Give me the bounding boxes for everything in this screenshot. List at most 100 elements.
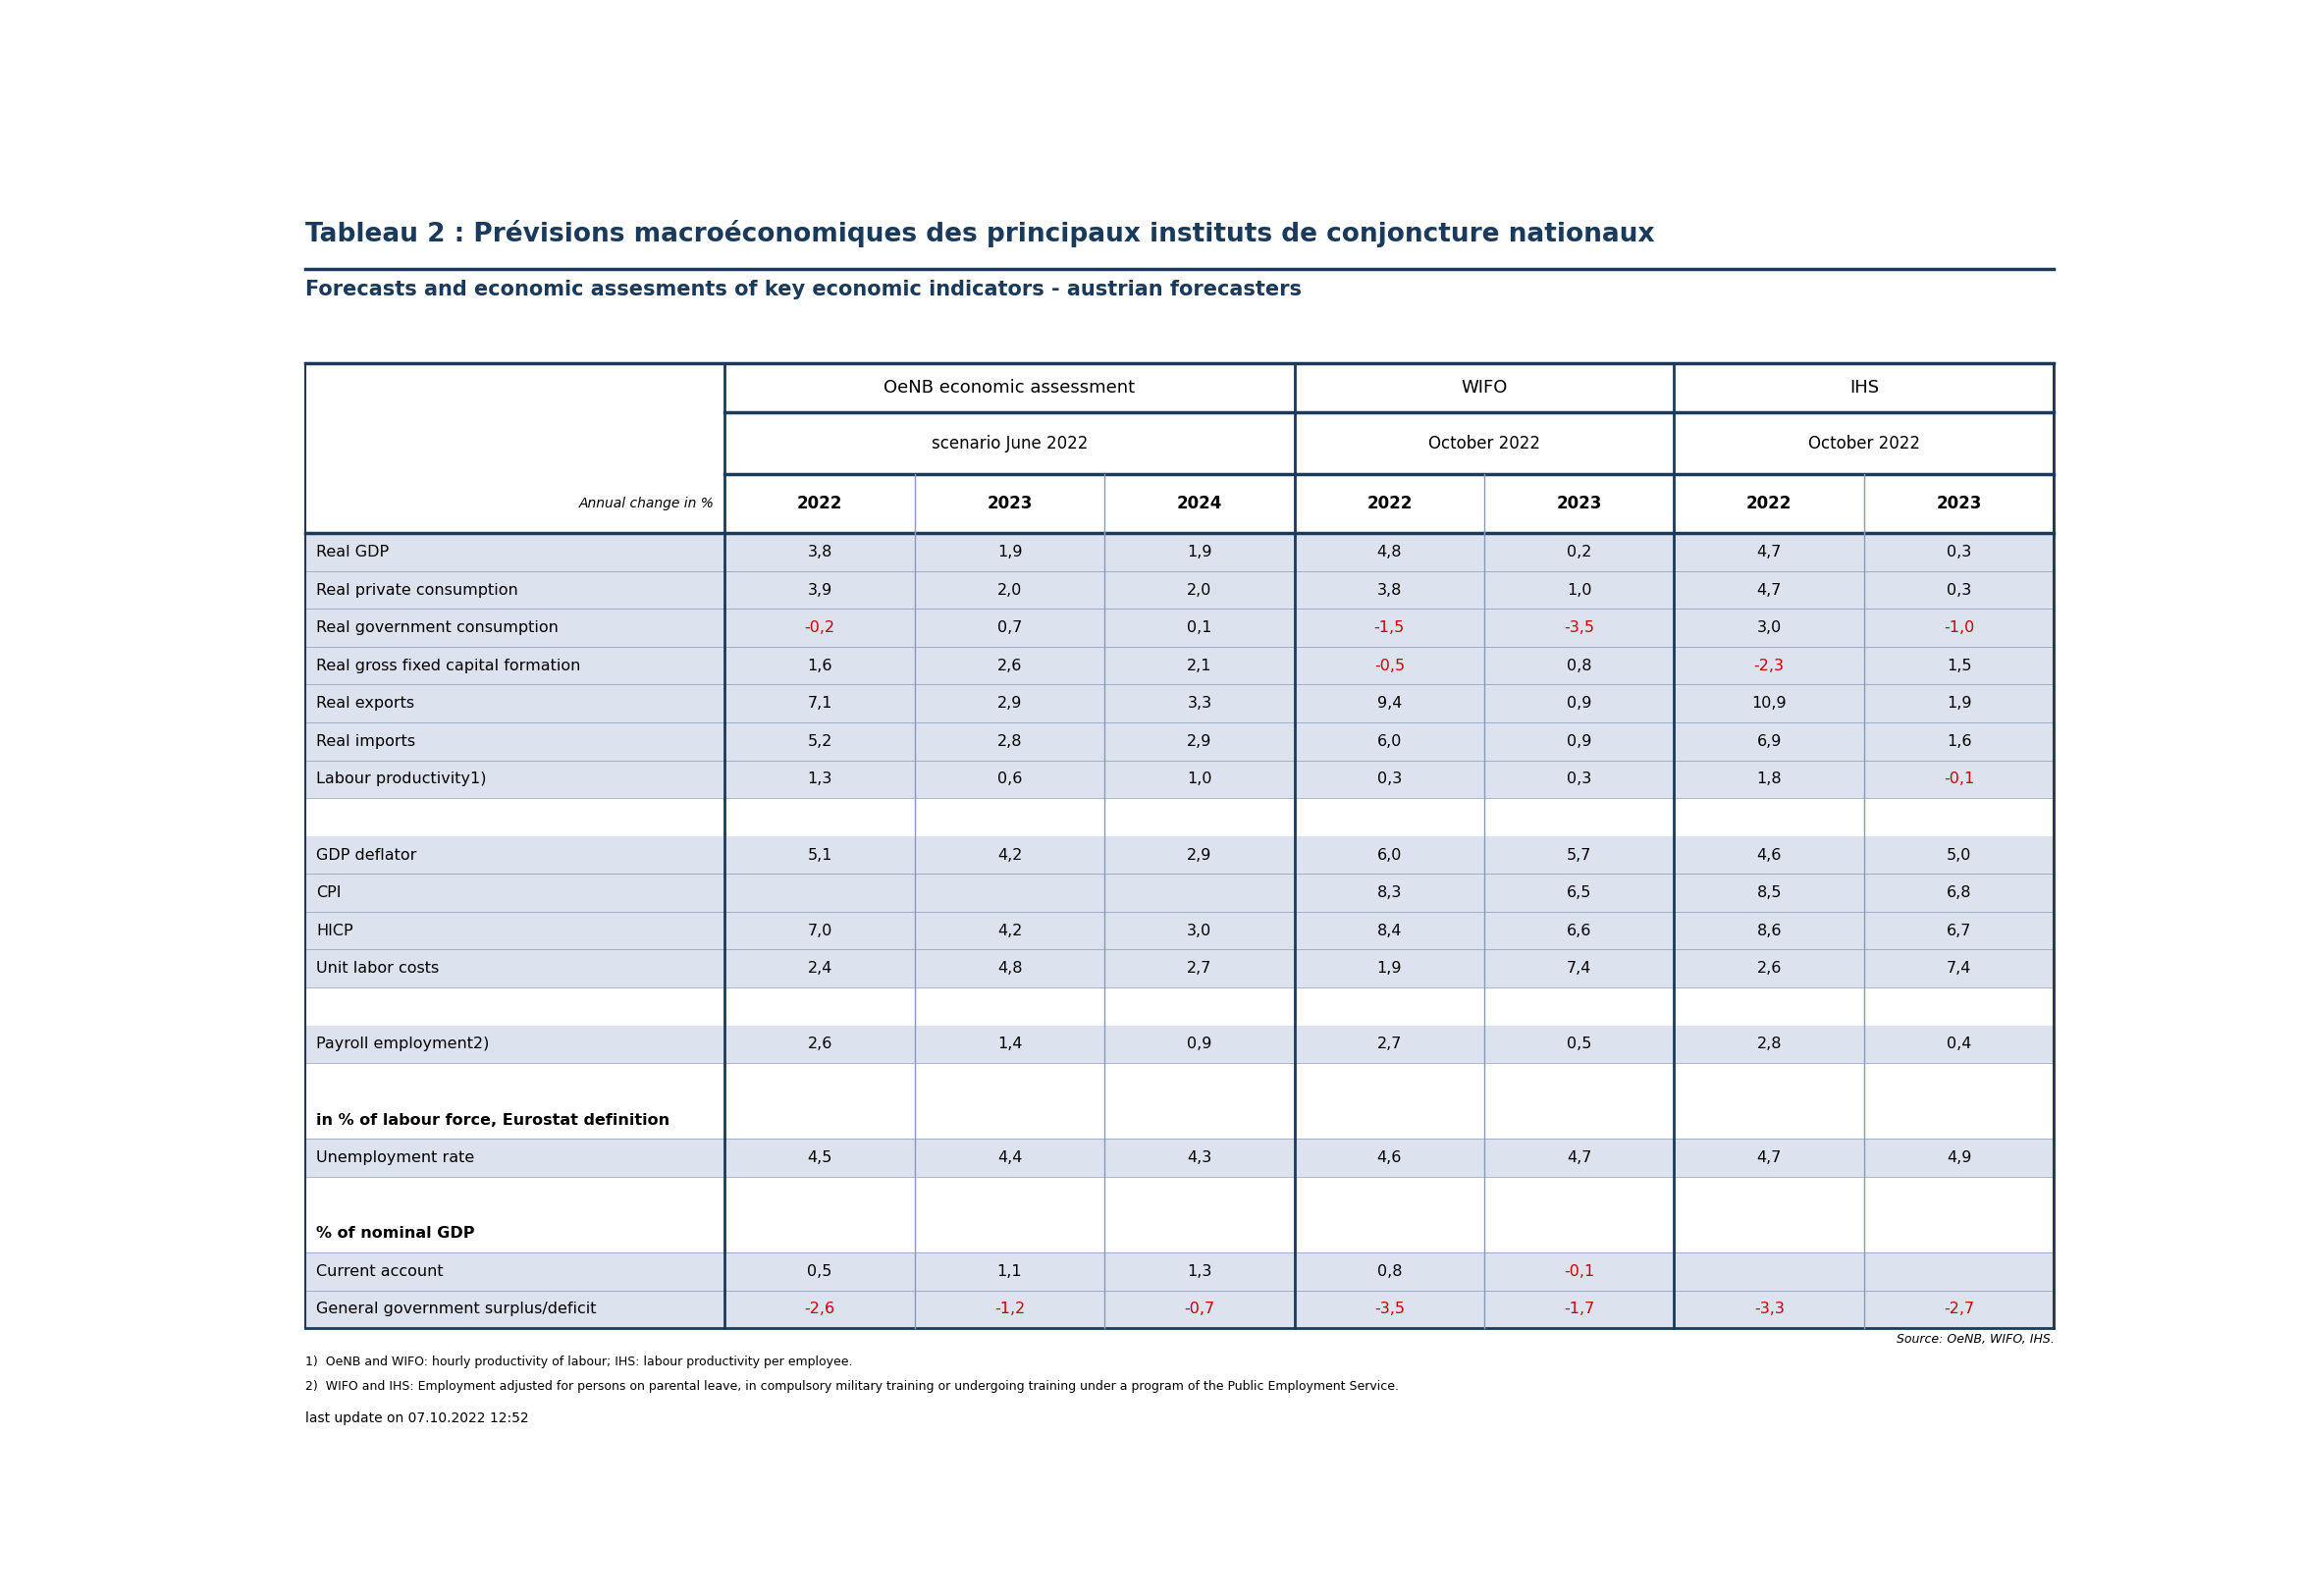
Text: General government surplus/deficit: General government surplus/deficit — [315, 1302, 596, 1317]
Bar — [306, 798, 2053, 836]
Text: -0,5: -0,5 — [1374, 658, 1404, 674]
Text: 0,4: 0,4 — [1947, 1037, 1971, 1052]
Bar — [306, 1101, 2053, 1140]
Text: 2,4: 2,4 — [808, 961, 833, 975]
Bar — [306, 1140, 2053, 1176]
Text: 3,8: 3,8 — [1377, 583, 1402, 597]
Text: 1,0: 1,0 — [1568, 583, 1591, 597]
Text: 7,0: 7,0 — [808, 924, 833, 938]
Bar — [306, 988, 2053, 1025]
Bar — [306, 1291, 2053, 1328]
Text: 1,3: 1,3 — [808, 772, 833, 787]
Bar — [306, 950, 2053, 988]
Text: -1,7: -1,7 — [1563, 1302, 1595, 1317]
Bar — [306, 760, 2053, 798]
Text: 8,5: 8,5 — [1756, 886, 1782, 900]
Text: Real GDP: Real GDP — [315, 544, 389, 560]
Text: 3,8: 3,8 — [808, 544, 833, 560]
Text: -3,3: -3,3 — [1754, 1302, 1784, 1317]
Text: 6,7: 6,7 — [1947, 924, 1971, 938]
Text: 10,9: 10,9 — [1752, 696, 1786, 710]
Text: 6,9: 6,9 — [1756, 734, 1782, 749]
Text: 2,8: 2,8 — [997, 734, 1022, 749]
Text: -2,7: -2,7 — [1943, 1302, 1975, 1317]
Text: -2,3: -2,3 — [1754, 658, 1784, 674]
Bar — [306, 1176, 2053, 1215]
Text: 7,4: 7,4 — [1947, 961, 1971, 975]
Text: -1,2: -1,2 — [994, 1302, 1024, 1317]
Text: 0,3: 0,3 — [1947, 544, 1971, 560]
Text: 2022: 2022 — [1747, 495, 1791, 512]
Bar — [306, 836, 2053, 875]
Text: 0,7: 0,7 — [997, 621, 1022, 635]
Text: 4,3: 4,3 — [1188, 1151, 1211, 1165]
Text: 2,6: 2,6 — [1756, 961, 1782, 975]
Text: 0,1: 0,1 — [1188, 621, 1213, 635]
Text: WIFO: WIFO — [1462, 380, 1508, 397]
Text: 7,1: 7,1 — [808, 696, 833, 710]
Text: 7,4: 7,4 — [1568, 961, 1591, 975]
Text: Real gross fixed capital formation: Real gross fixed capital formation — [315, 658, 580, 674]
Text: 2,6: 2,6 — [997, 658, 1022, 674]
Text: IHS: IHS — [1849, 380, 1878, 397]
Text: 4,4: 4,4 — [997, 1151, 1022, 1165]
Bar — [306, 364, 2053, 533]
Bar — [306, 723, 2053, 760]
Bar — [306, 685, 2053, 723]
Text: 2,9: 2,9 — [997, 696, 1022, 710]
Text: last update on 07.10.2022 12:52: last update on 07.10.2022 12:52 — [306, 1412, 529, 1425]
Text: Labour productivity1): Labour productivity1) — [315, 772, 486, 787]
Bar — [306, 1063, 2053, 1101]
Text: 1,9: 1,9 — [997, 544, 1022, 560]
Text: October 2022: October 2022 — [1807, 434, 1920, 452]
Text: GDP deflator: GDP deflator — [315, 847, 417, 862]
Text: 4,7: 4,7 — [1756, 583, 1782, 597]
Text: 0,6: 0,6 — [997, 772, 1022, 787]
Text: 5,7: 5,7 — [1568, 847, 1591, 862]
Text: 3,3: 3,3 — [1188, 696, 1211, 710]
Text: 4,2: 4,2 — [997, 847, 1022, 862]
Text: 2,1: 2,1 — [1188, 658, 1213, 674]
Text: 1,5: 1,5 — [1947, 658, 1971, 674]
Text: 2)  WIFO and IHS: Employment adjusted for persons on parental leave, in compulso: 2) WIFO and IHS: Employment adjusted for… — [306, 1381, 1400, 1393]
Text: Real imports: Real imports — [315, 734, 417, 749]
Text: 2,6: 2,6 — [808, 1037, 833, 1052]
Text: CPI: CPI — [315, 886, 341, 900]
Text: 2,7: 2,7 — [1377, 1037, 1402, 1052]
Text: Real private consumption: Real private consumption — [315, 583, 518, 597]
Text: 5,1: 5,1 — [808, 847, 833, 862]
Text: 5,0: 5,0 — [1947, 847, 1971, 862]
Text: -3,5: -3,5 — [1563, 621, 1595, 635]
Text: 0,5: 0,5 — [808, 1264, 833, 1278]
Text: 2,9: 2,9 — [1188, 847, 1211, 862]
Text: 0,5: 0,5 — [1568, 1037, 1591, 1052]
Text: 1,4: 1,4 — [997, 1037, 1022, 1052]
Text: 4,8: 4,8 — [1377, 544, 1402, 560]
Text: 1,9: 1,9 — [1377, 961, 1402, 975]
Text: 2023: 2023 — [1556, 495, 1602, 512]
Text: 1,9: 1,9 — [1188, 544, 1213, 560]
Text: 1,6: 1,6 — [808, 658, 833, 674]
Text: 0,3: 0,3 — [1568, 772, 1591, 787]
Text: -1,0: -1,0 — [1943, 621, 1975, 635]
Text: 8,6: 8,6 — [1756, 924, 1782, 938]
Text: 6,8: 6,8 — [1947, 886, 1971, 900]
Text: 4,7: 4,7 — [1756, 1151, 1782, 1165]
Text: 3,0: 3,0 — [1188, 924, 1211, 938]
Bar — [306, 646, 2053, 685]
Text: 1,0: 1,0 — [1188, 772, 1213, 787]
Text: 2,8: 2,8 — [1756, 1037, 1782, 1052]
Text: 2023: 2023 — [1936, 495, 1982, 512]
Text: Source: OeNB, WIFO, IHS.: Source: OeNB, WIFO, IHS. — [1897, 1333, 2053, 1345]
Text: 2,0: 2,0 — [1188, 583, 1211, 597]
Text: 1,1: 1,1 — [997, 1264, 1022, 1278]
Text: 4,8: 4,8 — [997, 961, 1022, 975]
Text: Unemployment rate: Unemployment rate — [315, 1151, 474, 1165]
Text: 4,6: 4,6 — [1377, 1151, 1402, 1165]
Text: 0,2: 0,2 — [1568, 544, 1591, 560]
Bar — [306, 533, 2053, 571]
Text: OeNB economic assessment: OeNB economic assessment — [884, 380, 1135, 397]
Text: -0,1: -0,1 — [1943, 772, 1975, 787]
Text: 2,0: 2,0 — [997, 583, 1022, 597]
Text: Unit labor costs: Unit labor costs — [315, 961, 440, 975]
